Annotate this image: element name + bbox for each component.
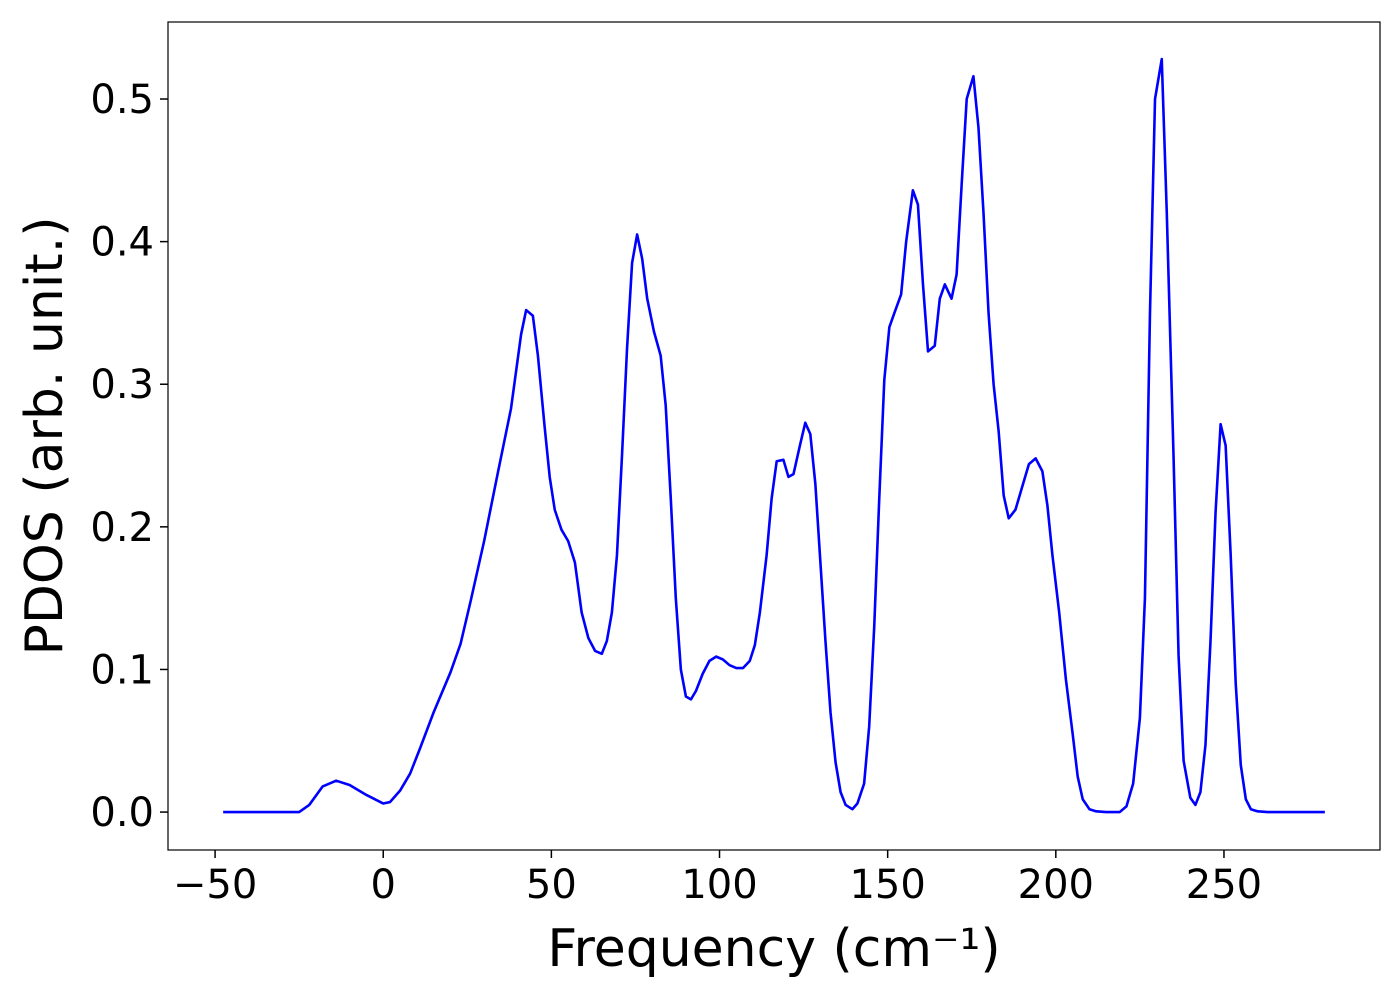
y-tick-label: 0.2 <box>90 505 154 551</box>
data-line <box>223 57 1325 814</box>
y-tick-label: 0.0 <box>90 790 154 836</box>
x-axis-label: Frequency (cm⁻¹) <box>547 919 1000 979</box>
x-tick-label: 0 <box>371 862 396 908</box>
x-tick-label: 100 <box>681 862 757 908</box>
x-tick-label: −50 <box>173 862 257 908</box>
x-tick-label: 150 <box>849 862 925 908</box>
y-tick-label: 0.1 <box>90 647 154 693</box>
x-tick-label: 200 <box>1018 862 1094 908</box>
y-tick-label: 0.4 <box>90 220 154 266</box>
x-tick-label: 250 <box>1186 862 1262 908</box>
y-tick-label: 0.3 <box>90 362 154 408</box>
y-axis-label: PDOS (arb. unit.) <box>15 216 75 655</box>
y-tick-label: 0.5 <box>90 77 154 123</box>
plot-frame <box>167 21 1381 851</box>
x-tick-label: 50 <box>526 862 577 908</box>
